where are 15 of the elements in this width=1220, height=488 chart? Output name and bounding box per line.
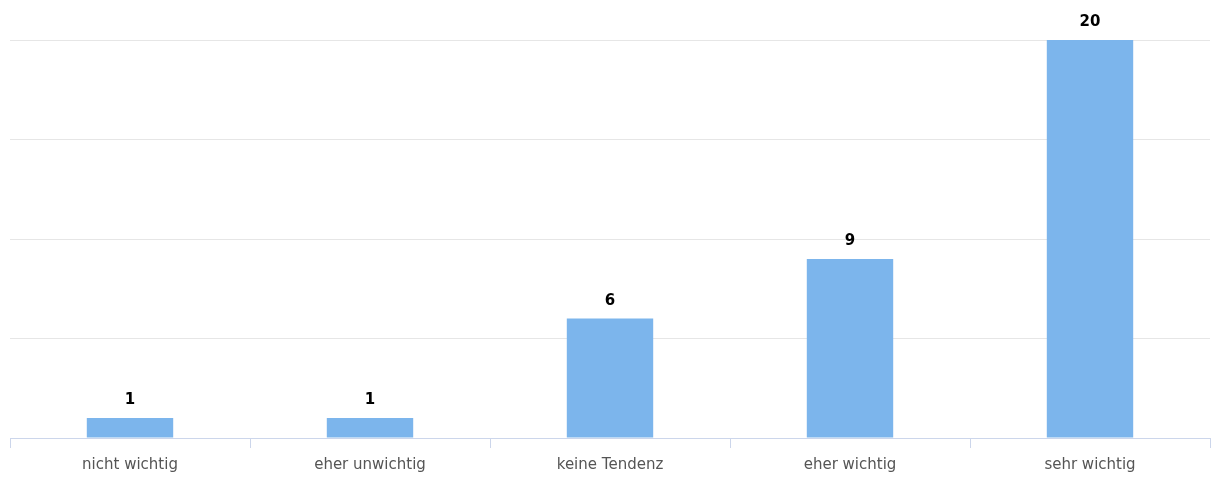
bar [566,318,654,438]
x-tick-label: eher unwichtig [314,454,426,473]
bar [326,418,414,438]
bar [86,418,174,438]
x-tick-label: sehr wichtig [1044,454,1136,473]
bar [1046,40,1134,438]
x-tick-label: eher wichtig [803,454,897,473]
x-tick-label: nicht wichtig [82,454,178,473]
data-label: 20 [1079,12,1101,31]
data-label: 1 [124,390,136,409]
data-label: 9 [844,231,856,250]
x-tick-label: keine Tendenz [556,454,664,473]
data-label: 6 [604,290,616,309]
data-label: 1 [364,390,376,409]
bar [806,258,894,438]
